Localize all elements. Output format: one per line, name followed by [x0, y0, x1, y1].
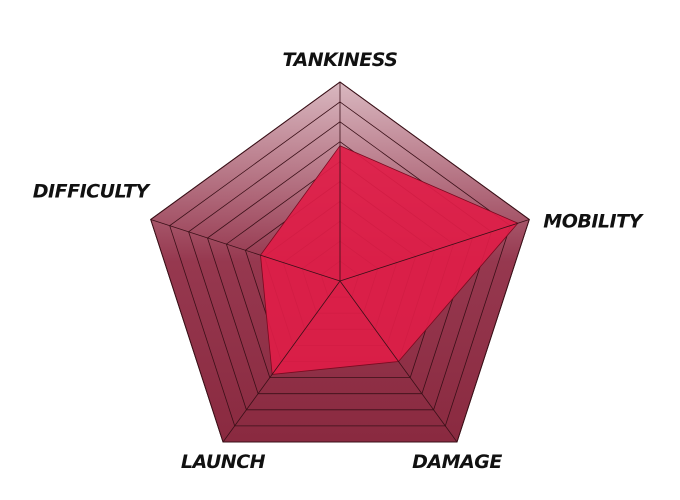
axis-label-tankiness: TANKINESS [283, 49, 398, 71]
axis-spoke [339, 219, 530, 282]
grid-ring [150, 81, 530, 443]
axis-label-launch: LAUNCH [181, 451, 266, 473]
axis-label-difficulty: DIFFICULTY [33, 181, 152, 203]
data-series-polygon [260, 145, 519, 375]
grid-ring [169, 101, 511, 427]
axis-spoke [150, 219, 341, 282]
axis-labels: TANKINESS MOBILITY DAMAGE LAUNCH DIFFICULTY [33, 49, 645, 473]
axis-label-mobility: MOBILITY [543, 211, 644, 233]
axis-label-damage: DAMAGE [412, 451, 502, 473]
radar-spokes [150, 82, 530, 443]
axis-spoke [339, 280, 458, 443]
axis-spoke [222, 280, 341, 443]
